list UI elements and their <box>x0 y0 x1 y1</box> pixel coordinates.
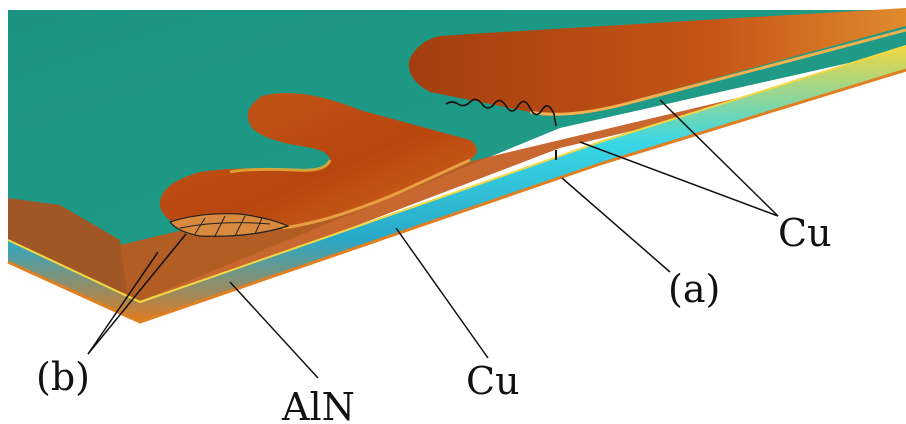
leader-b-1 <box>87 233 187 355</box>
copper-trace-s <box>159 93 477 230</box>
crack-line-a <box>445 98 557 127</box>
leader-aln <box>229 281 319 379</box>
layer-edge-bottom-line <box>7 68 906 324</box>
copper-trace-s-rim <box>281 158 471 230</box>
leader-cu-bottom <box>395 227 489 359</box>
label-marker-b: (b) <box>36 355 90 399</box>
copper-left-edge <box>8 198 130 305</box>
leader-a <box>561 177 671 273</box>
label-marker-a: (a) <box>668 267 720 311</box>
leader-cu-top-2 <box>579 141 779 217</box>
label-cu-bottom: Cu <box>466 359 520 403</box>
label-aln: AlN <box>281 385 355 424</box>
copper-pad-right <box>408 8 906 114</box>
leader-cu-top-1 <box>659 99 779 217</box>
crack-region-b <box>168 213 290 237</box>
layer-edge-stack <box>8 46 906 322</box>
layer-edge-top-line <box>7 45 906 304</box>
copper-trace-s-inner-glow <box>229 159 332 174</box>
label-cu-top: Cu <box>778 211 832 255</box>
leader-b-2 <box>87 251 159 355</box>
